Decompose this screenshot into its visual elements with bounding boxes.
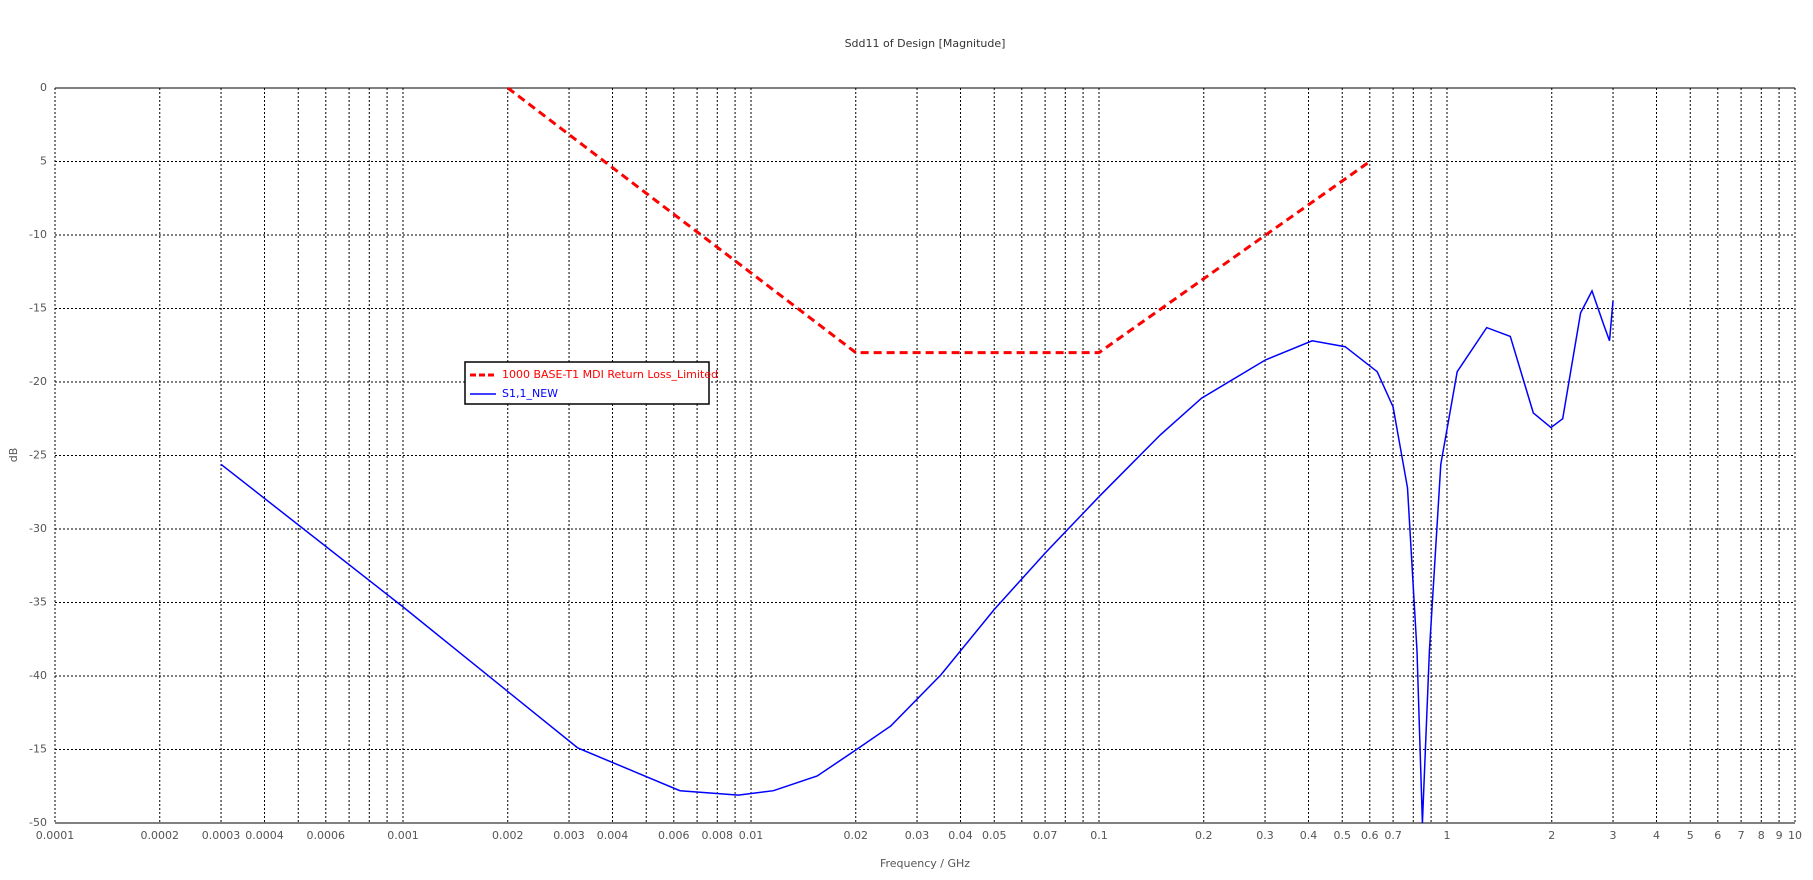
x-tick-label: 0.0001 (36, 829, 75, 842)
chart-title: Sdd11 of Design [Magnitude] (845, 37, 1006, 50)
x-tick-label: 7 (1738, 829, 1745, 842)
x-axis-label: Frequency / GHz (880, 857, 970, 870)
y-axis-label: dB (7, 448, 20, 463)
x-tick-label: 0.008 (702, 829, 734, 842)
series-line (506, 86, 1371, 355)
x-tick-label: 0.003 (553, 829, 585, 842)
x-tick-label: 0.1 (1090, 829, 1108, 842)
x-tick-label: 3 (1610, 829, 1617, 842)
y-tick-label: -10 (29, 228, 47, 241)
x-tick-label: 0.006 (658, 829, 690, 842)
y-tick-label: -15 (29, 302, 47, 315)
x-tick-label: 0.03 (905, 829, 930, 842)
x-tick-label: 0.02 (844, 829, 869, 842)
x-tick-label: 0.6 (1361, 829, 1379, 842)
legend-box (464, 361, 710, 405)
legend-label: S1,1_NEW (502, 387, 558, 400)
x-tick-label: 0.05 (982, 829, 1007, 842)
x-tick-label: 0.04 (948, 829, 973, 842)
y-tick-label: 0 (40, 81, 47, 94)
legend: 1000 BASE-T1 MDI Return Loss_Limited S1,1… (464, 361, 718, 405)
x-tick-label: 0.4 (1300, 829, 1318, 842)
x-tick-label: 0.004 (597, 829, 629, 842)
y-tick-label: -35 (29, 596, 47, 609)
series-line (220, 289, 1614, 824)
x-tick-label: 0.07 (1033, 829, 1058, 842)
x-tick-label: 0.2 (1195, 829, 1213, 842)
x-tick-label: 0.0004 (245, 829, 284, 842)
x-tick-label: 0.0002 (141, 829, 180, 842)
x-tick-label: 4 (1653, 829, 1660, 842)
x-tick-label: 0.7 (1384, 829, 1402, 842)
y-tick-label: -50 (29, 816, 47, 829)
y-tick-label: -20 (29, 375, 47, 388)
x-tick-label: 0.01 (739, 829, 764, 842)
y-tick-label: -25 (29, 449, 47, 462)
x-tick-label: 2 (1548, 829, 1555, 842)
y-tick-label: -30 (29, 522, 47, 535)
x-tick-label: 0.0006 (307, 829, 346, 842)
x-tick-label: 6 (1714, 829, 1721, 842)
x-tick-label: 0.5 (1333, 829, 1351, 842)
x-tick-label: 10 (1788, 829, 1802, 842)
x-tick-label: 8 (1758, 829, 1765, 842)
x-tick-label: 1 (1444, 829, 1451, 842)
legend-label: 1000 BASE-T1 MDI Return Loss_Limited (502, 368, 718, 381)
x-tick-label: 9 (1776, 829, 1783, 842)
y-tick-label: -40 (29, 669, 47, 682)
x-tick-label: 5 (1687, 829, 1694, 842)
x-tick-label: 0.0003 (202, 829, 241, 842)
y-tick-label: 5 (40, 155, 47, 168)
x-tick-label: 0.001 (387, 829, 419, 842)
x-tick-label: 0.002 (492, 829, 524, 842)
x-tick-label: 0.3 (1256, 829, 1274, 842)
y-tick-label: -15 (29, 743, 47, 756)
